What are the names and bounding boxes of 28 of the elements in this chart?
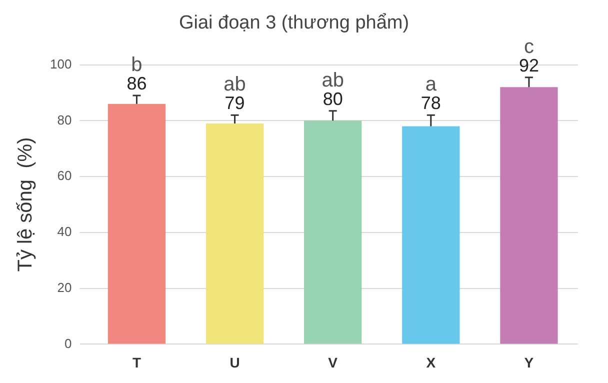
y-axis-title: Tỷ lệ sống (%) (14, 137, 37, 272)
bar (304, 120, 362, 344)
bar (108, 104, 166, 344)
chart-title: Giai đoạn 3 (thương phẩm) (178, 12, 410, 34)
data-label: 78 (420, 93, 441, 114)
y-tick-label: 80 (57, 112, 72, 128)
annotation: a (425, 74, 438, 96)
data-label: 79 (224, 93, 245, 114)
annotation: ab (224, 74, 246, 96)
annotation: c (524, 36, 534, 58)
bar (206, 123, 264, 344)
bar (402, 126, 460, 344)
y-tick-label: 100 (50, 56, 72, 72)
x-tick-label: X (426, 354, 436, 370)
x-tick-label: V (328, 354, 338, 370)
y-tick-label: 0 (64, 336, 72, 351)
data-label: 80 (322, 88, 343, 109)
y-tick-label: 40 (57, 224, 72, 240)
x-tick-label: Y (524, 354, 534, 370)
annotation: ab (322, 69, 344, 92)
x-tick-label: U (230, 354, 240, 370)
data-label: 92 (518, 55, 539, 76)
y-tick-label: 60 (57, 168, 72, 184)
data-label: 86 (126, 74, 147, 94)
annotation: b (131, 54, 142, 76)
x-tick-label: T (132, 354, 142, 370)
y-tick-label: 20 (57, 280, 72, 295)
bar (500, 87, 558, 344)
